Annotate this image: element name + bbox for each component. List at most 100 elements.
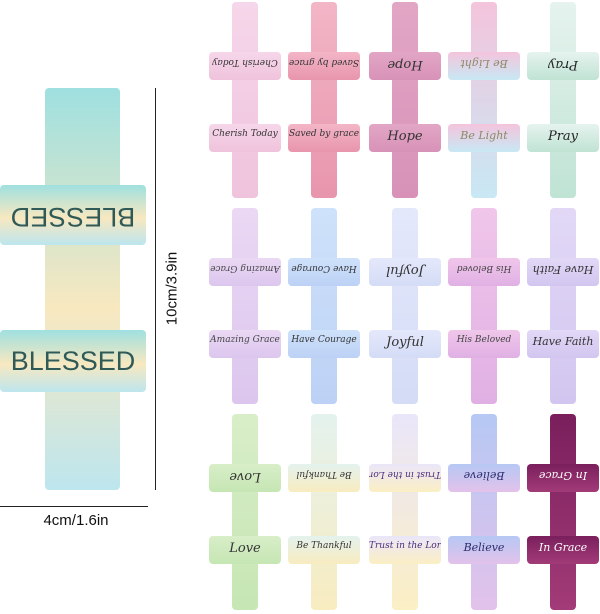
cross-text-flipped: Have Courage: [291, 263, 357, 273]
cross-stem: [311, 414, 337, 610]
cross-bar-bottom: [369, 330, 441, 358]
cross-bar-top: [288, 258, 360, 286]
cross-bookmark: Amazing Grace Amazing Grace: [209, 208, 281, 404]
cross-text-flipped: Cherish Today: [212, 57, 278, 67]
cross-stem: [392, 2, 418, 198]
main-cross-bookmark: BLESSED BLESSED: [0, 88, 146, 490]
cross-bar-bottom: [0, 330, 146, 392]
cross-bookmark: Pray Pray: [527, 2, 599, 198]
cross-stem: [45, 88, 120, 490]
cross-text-flipped: Love: [229, 469, 261, 484]
cross-bar-top: [209, 258, 281, 286]
cross-text-flipped: Joyful: [386, 263, 424, 278]
cross-bookmark: Be Light Be Light: [448, 2, 520, 198]
cross-bar-top: [527, 52, 599, 80]
cross-bar-bottom: [288, 536, 360, 564]
cross-bar-top: [369, 258, 441, 286]
cross-bar-bottom: [209, 536, 281, 564]
cross-stem: [311, 2, 337, 198]
cross-bar-top: [369, 52, 441, 80]
cross-bar-bottom: [209, 330, 281, 358]
cross-bookmark: Have Faith Have Faith: [527, 208, 599, 404]
cross-bar-bottom: [369, 124, 441, 152]
cross-text-flipped: Pray: [547, 57, 579, 72]
cross-bar-bottom: [527, 330, 599, 358]
cross-bar-bottom: [288, 330, 360, 358]
cross-bar-bottom: [448, 330, 520, 358]
cross-bookmark: Believe Believe: [448, 414, 520, 610]
cross-bar-bottom: [288, 124, 360, 152]
cross-text: Have Courage: [291, 335, 357, 345]
cross-bookmark: Have Courage Have Courage: [288, 208, 360, 404]
cross-bar-top: [527, 464, 599, 492]
cross-bar-top: [209, 464, 281, 492]
cross-text-flipped: Be Light: [460, 57, 508, 70]
cross-text: In Grace: [538, 541, 588, 554]
cross-bar-top: [288, 52, 360, 80]
cross-text: Be Light: [460, 129, 508, 142]
cross-bookmark: His Beloved His Beloved: [448, 208, 520, 404]
cross-bar-top: [209, 52, 281, 80]
cross-bookmark: Be Thankful Be Thankful: [288, 414, 360, 610]
cross-stem: [232, 2, 258, 198]
cross-text: His Beloved: [456, 335, 512, 345]
cross-bar-bottom: [369, 536, 441, 564]
cross-text-flipped: Believe: [463, 469, 505, 482]
cross-stem: [232, 414, 258, 610]
cross-bookmark: Cherish Today Cherish Today: [209, 2, 281, 198]
cross-bar-bottom: [527, 124, 599, 152]
cross-stem: [392, 208, 418, 404]
cross-text: BLESSED: [10, 346, 136, 376]
cross-text: Amazing Grace: [210, 335, 280, 345]
cross-bookmark: Hope Hope: [369, 2, 441, 198]
cross-text: Have Faith: [532, 335, 594, 348]
height-label: 10cm/3.9in: [163, 251, 181, 326]
cross-text: Trust in the Lord: [369, 541, 441, 551]
cross-text: Joyful: [386, 335, 424, 350]
cross-text-flipped: Amazing Grace: [210, 263, 280, 273]
cross-text-flipped: Be Thankful: [296, 469, 352, 479]
cross-stem: [232, 208, 258, 404]
cross-bar-top: [0, 185, 146, 245]
cross-bookmark: Saved by grace Saved by grace: [288, 2, 360, 198]
cross-text-flipped: Trust in the Lord: [369, 469, 441, 479]
height-dimension-line: [155, 88, 156, 490]
cross-text: Be Thankful: [296, 541, 352, 551]
cross-text-flipped: Saved by grace: [288, 57, 360, 67]
cross-text: Hope: [387, 129, 423, 144]
cross-bar-top: [369, 464, 441, 492]
width-label: 4cm/1.6in: [43, 512, 109, 529]
cross-bar-top: [448, 258, 520, 286]
cross-bar-bottom: [527, 536, 599, 564]
cross-stem: [550, 2, 576, 198]
cross-bar-bottom: [448, 536, 520, 564]
cross-bookmark: Joyful Joyful: [369, 208, 441, 404]
cross-bar-top: [527, 258, 599, 286]
cross-stem: [471, 2, 497, 198]
cross-text: Cherish Today: [212, 129, 278, 139]
cross-text: Love: [229, 541, 261, 556]
cross-bar-top: [448, 464, 520, 492]
cross-bookmark: Trust in the Lord Trust in the Lord: [369, 414, 441, 610]
cross-stem: [550, 208, 576, 404]
cross-text: Believe: [463, 541, 505, 554]
cross-stem: [311, 208, 337, 404]
cross-bar-bottom: [209, 124, 281, 152]
cross-bar-top: [448, 52, 520, 80]
cross-text-flipped: Have Faith: [532, 263, 594, 276]
cross-stem: [471, 414, 497, 610]
cross-stem: [550, 414, 576, 610]
cross-stem: [392, 414, 418, 610]
cross-bookmark: In Grace In Grace: [527, 414, 599, 610]
cross-bar-bottom: [448, 124, 520, 152]
cross-text: Saved by grace: [288, 129, 360, 139]
cross-text-flipped: In Grace: [538, 469, 588, 482]
cross-bookmark: Love Love: [209, 414, 281, 610]
cross-text: Pray: [547, 129, 579, 144]
cross-text-flipped: His Beloved: [456, 263, 512, 273]
cross-bar-top: [288, 464, 360, 492]
cross-stem: [471, 208, 497, 404]
cross-text-flipped: Hope: [387, 57, 423, 72]
width-dimension-line: [0, 506, 148, 507]
cross-text-flipped: BLESSED: [10, 202, 136, 232]
